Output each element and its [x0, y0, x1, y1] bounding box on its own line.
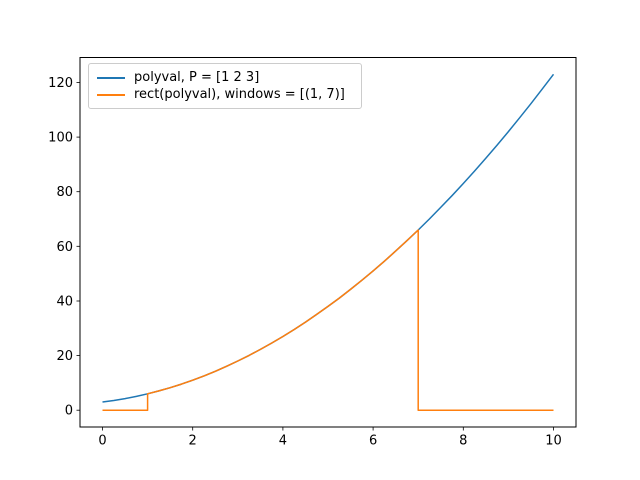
legend: polyval, P = [1 2 3] rect(polyval), wind…: [88, 63, 362, 109]
legend-label-polyval: polyval, P = [1 2 3]: [134, 70, 260, 85]
y-tick-label: 120: [48, 76, 73, 91]
y-tick-label: 100: [48, 131, 73, 146]
series-layer: [102, 73, 555, 411]
series-line-1: [102, 229, 554, 411]
legend-entry-rect-polyval: rect(polyval), windows = [(1, 7)]: [97, 86, 353, 103]
y-tick-label: 60: [56, 240, 73, 255]
x-tick-label: 0: [98, 434, 106, 449]
x-tick-label: 8: [459, 434, 467, 449]
axes-frame: [79, 57, 577, 428]
x-tick-label: 2: [189, 434, 197, 449]
legend-label-rect-polyval: rect(polyval), windows = [(1, 7)]: [134, 87, 345, 102]
legend-entry-polyval: polyval, P = [1 2 3]: [97, 69, 353, 86]
x-tick-label: 6: [369, 434, 377, 449]
y-tick-label: 0: [65, 404, 73, 419]
x-tick-label: 10: [545, 434, 562, 449]
x-tick-label: 4: [279, 434, 287, 449]
y-tick-label: 40: [56, 295, 73, 310]
y-tick-label: 20: [56, 349, 73, 364]
legend-line-swatch-polyval: [97, 76, 125, 79]
legend-line-swatch-rect-polyval: [97, 93, 125, 96]
series-line-0: [102, 73, 555, 403]
y-tick-label: 80: [56, 185, 73, 200]
